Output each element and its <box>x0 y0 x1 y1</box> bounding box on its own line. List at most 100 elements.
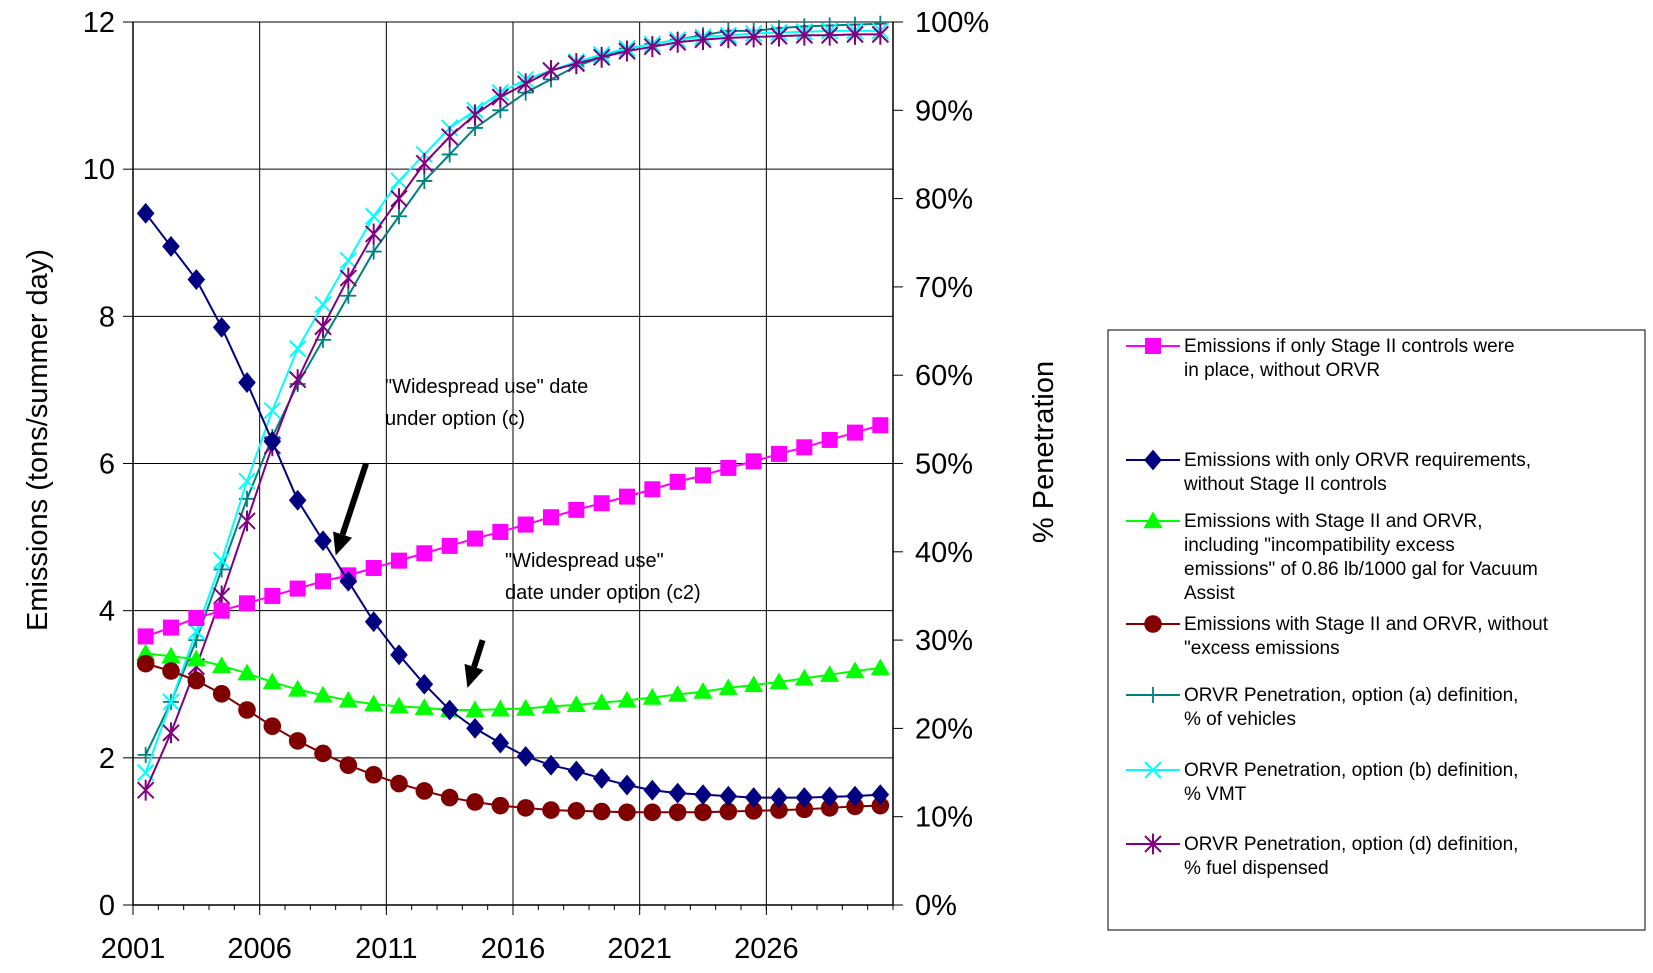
annotation-2: "Widespread use" date under option (c2) <box>464 550 701 688</box>
data-point <box>541 696 561 714</box>
data-point <box>162 236 180 257</box>
y-tick-label: 2 <box>99 743 115 775</box>
legend-label: in place, without ORVR <box>1184 360 1380 381</box>
series-7 <box>136 23 890 801</box>
data-point <box>466 104 484 126</box>
data-point <box>593 495 610 512</box>
data-point <box>239 595 255 612</box>
data-point <box>364 611 383 633</box>
axes <box>123 21 903 915</box>
y-right-tick-label: 100% <box>915 7 989 39</box>
data-point <box>847 424 863 441</box>
data-point <box>390 644 408 666</box>
data-point <box>465 700 485 718</box>
annotation-text: date under option (c2) <box>505 582 701 604</box>
annotation-1: "Widespread use" date under option (c) <box>333 376 588 556</box>
data-point <box>771 445 787 462</box>
data-point <box>315 573 331 590</box>
grid-lines <box>132 21 893 906</box>
data-point <box>618 803 636 822</box>
data-point <box>238 472 256 490</box>
data-point <box>820 786 839 808</box>
y-right-tick-label: 20% <box>915 713 973 745</box>
legend: Emissions if only Stage II controls were… <box>1107 329 1646 931</box>
data-point <box>491 796 510 815</box>
y-tick-label: 8 <box>99 301 115 333</box>
data-point <box>441 537 458 554</box>
y-tick-label: 4 <box>99 596 115 628</box>
data-point <box>263 717 282 735</box>
data-point <box>567 760 586 782</box>
data-point <box>567 53 586 74</box>
data-point <box>744 675 764 693</box>
data-point <box>592 693 612 710</box>
data-point <box>213 602 230 619</box>
data-point <box>390 172 408 190</box>
data-point <box>871 796 890 815</box>
data-point <box>365 559 382 576</box>
data-point <box>592 46 611 68</box>
data-point <box>568 501 585 518</box>
data-point <box>542 801 560 819</box>
data-point <box>314 744 332 763</box>
series-line <box>144 33 881 791</box>
data-point <box>668 803 687 822</box>
data-point <box>264 587 281 604</box>
y-right-tick-label: 80% <box>915 184 973 216</box>
data-point <box>391 208 407 225</box>
data-point <box>644 481 661 498</box>
data-point <box>188 632 205 649</box>
data-point <box>262 672 282 690</box>
series-3 <box>136 643 890 718</box>
data-point <box>314 295 332 314</box>
legend-box <box>1107 329 1646 931</box>
data-point <box>212 551 231 570</box>
data-point <box>744 787 763 808</box>
data-point <box>719 27 738 49</box>
data-point <box>668 684 688 702</box>
data-point <box>719 785 738 807</box>
data-point <box>592 768 611 789</box>
data-point <box>466 793 484 811</box>
data-point <box>416 172 433 189</box>
data-point <box>846 785 864 807</box>
data-point <box>516 698 536 716</box>
data-point <box>745 453 762 470</box>
data-point <box>188 610 205 627</box>
data-point <box>618 774 636 796</box>
x-tick-label: 2001 <box>101 933 166 965</box>
data-point <box>340 287 357 304</box>
data-point <box>162 662 180 680</box>
data-point <box>339 756 358 774</box>
y-axis-label: Emissions (tons/summer day) <box>22 249 54 631</box>
data-point <box>820 799 839 817</box>
data-point <box>289 580 306 597</box>
data-point <box>213 561 230 578</box>
data-point <box>718 678 738 696</box>
data-point <box>668 782 687 804</box>
data-point <box>288 732 307 750</box>
y-right-tick-label: 40% <box>915 537 973 569</box>
legend-label: ORVR Penetration, option (a) definition, <box>1184 685 1518 706</box>
data-point <box>542 60 560 81</box>
data-point <box>441 146 458 163</box>
tick-labels: 0 2 4 6 8 10 12 2001 2006 2011 2016 2021 2026 0% 10% 20… <box>83 7 989 965</box>
data-point <box>820 24 839 46</box>
data-point <box>364 694 384 712</box>
y-tick-label: 6 <box>99 449 115 481</box>
data-point <box>492 523 509 540</box>
annotation-arrow-head <box>333 531 353 556</box>
data-point <box>871 23 890 45</box>
data-point <box>668 31 687 53</box>
data-point <box>288 340 307 358</box>
data-point <box>516 73 535 95</box>
data-point <box>694 784 712 806</box>
x-tick-label: 2006 <box>227 933 292 965</box>
data-point <box>186 649 206 667</box>
data-point <box>871 784 890 806</box>
data-point <box>694 803 712 822</box>
data-point <box>542 754 560 776</box>
legend-swatch-marker <box>1145 338 1161 354</box>
x-tick-label: 2026 <box>734 933 799 965</box>
